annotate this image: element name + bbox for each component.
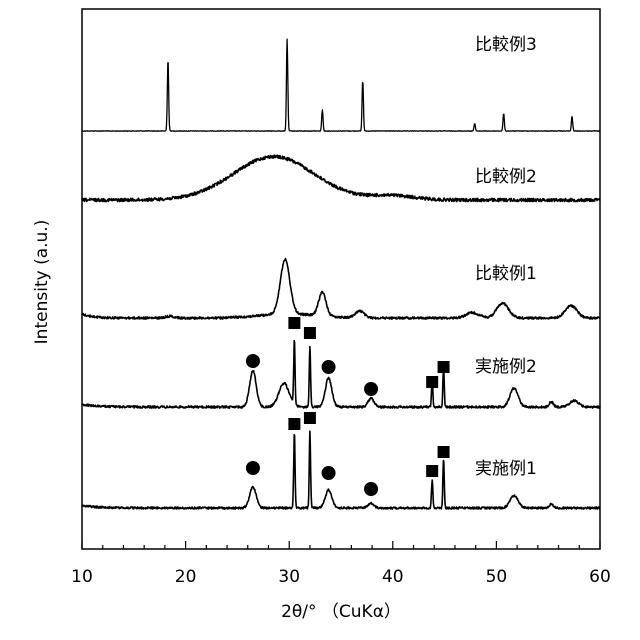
x-tick-label: 40: [382, 567, 404, 587]
x-tick-label: 30: [278, 567, 300, 587]
phase-square-marker: [438, 446, 450, 458]
y-axis-title: Intensity (a.u.): [32, 220, 52, 345]
x-tick-label: 20: [175, 567, 197, 587]
phase-circle-marker: [322, 360, 336, 374]
pattern-label: 比較例3: [475, 35, 537, 55]
label-layer: 比較例3 比較例2 比較例1 実施例2 実施例1: [475, 35, 537, 479]
x-axis-title: 2θ/° （CuKα）: [281, 602, 401, 622]
phase-square-marker: [304, 327, 316, 339]
pattern-label: 実施例2: [475, 357, 537, 377]
phase-square-marker: [288, 317, 300, 329]
phase-circle-marker: [246, 354, 260, 368]
x-tick-label: 50: [486, 567, 508, 587]
phase-circle-marker: [364, 482, 378, 496]
x-tick-label: 10: [71, 567, 93, 587]
pattern-label: 比較例1: [475, 264, 537, 284]
phase-square-marker: [288, 418, 300, 430]
phase-circle-marker: [322, 466, 336, 480]
x-axis-ticks: 10 20 30 40 50 60: [71, 541, 611, 587]
x-tick-label: 60: [589, 567, 611, 587]
phase-square-marker: [438, 361, 450, 373]
phase-square-marker: [304, 412, 316, 424]
phase-circle-marker: [246, 461, 260, 475]
pattern-label: 比較例2: [475, 167, 537, 187]
pattern-label: 実施例1: [475, 459, 537, 479]
phase-square-marker: [426, 465, 438, 477]
phase-circle-marker: [364, 382, 378, 396]
phase-square-marker: [426, 376, 438, 388]
